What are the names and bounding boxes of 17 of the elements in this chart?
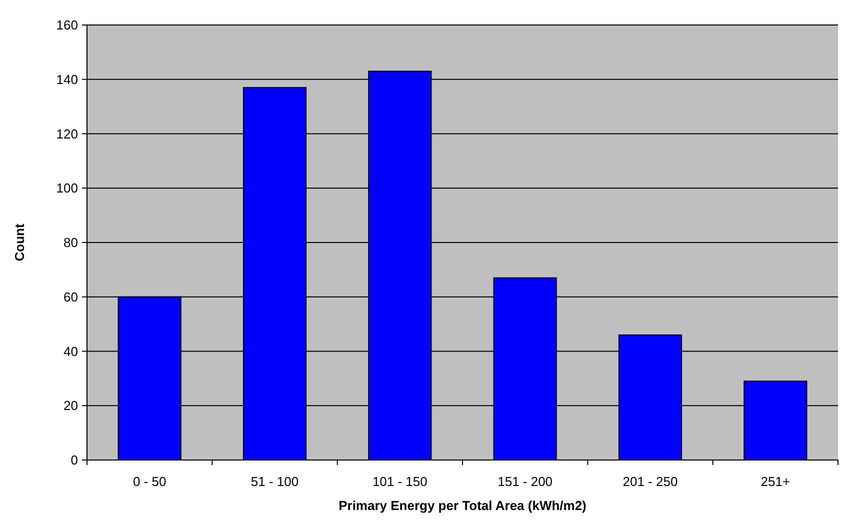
y-tick-label: 100 bbox=[56, 180, 78, 196]
y-axis-title: Count bbox=[12, 223, 27, 262]
x-tick-label: 51 - 100 bbox=[250, 474, 299, 489]
y-tick-label: 140 bbox=[56, 72, 78, 87]
y-tick-label: 80 bbox=[64, 235, 78, 250]
y-tick-label: 20 bbox=[64, 398, 78, 414]
y-tick-label: 160 bbox=[56, 18, 78, 33]
y-tick-label: 60 bbox=[64, 289, 78, 304]
x-tick-label: 251+ bbox=[760, 474, 790, 489]
x-tick-label: 151 - 200 bbox=[498, 474, 553, 489]
x-tick-label: 201 - 250 bbox=[622, 474, 678, 489]
y-tick-label: 120 bbox=[56, 126, 78, 142]
y-tick-label: 40 bbox=[64, 344, 78, 359]
y-tick-label: 0 bbox=[70, 452, 78, 468]
x-axis-title: Primary Energy per Total Area (kWh/m2) bbox=[338, 498, 586, 513]
x-tick-label: 101 - 150 bbox=[372, 474, 428, 489]
x-tick-label: 0 - 50 bbox=[132, 474, 166, 489]
